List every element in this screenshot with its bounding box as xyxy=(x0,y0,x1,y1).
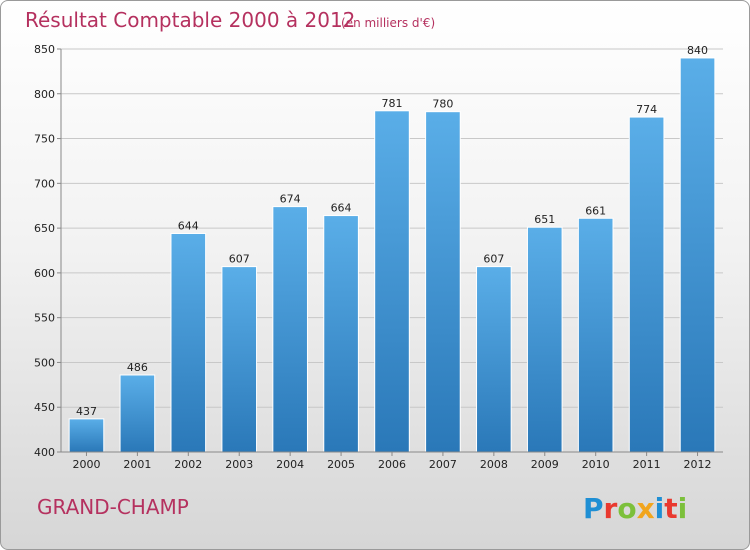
bar xyxy=(323,215,359,453)
bar-value-label: 774 xyxy=(636,103,657,116)
commune-name: GRAND-CHAMP xyxy=(37,495,189,519)
logo-letter: x xyxy=(637,492,655,525)
bar-value-label: 651 xyxy=(534,213,555,226)
x-tick-label: 2009 xyxy=(531,458,559,471)
bar-value-label: 607 xyxy=(229,253,250,266)
bar-value-label: 674 xyxy=(280,193,301,206)
bar-value-label: 781 xyxy=(382,97,403,110)
bar xyxy=(119,374,156,453)
y-axis-ticks: 400 450 500 550 600 650 700 750 800 850 xyxy=(34,43,61,459)
y-tick-label: 700 xyxy=(34,177,55,190)
y-tick-label: 450 xyxy=(34,401,55,414)
x-tick-label: 2004 xyxy=(276,458,304,471)
x-tick-label: 2012 xyxy=(684,458,712,471)
bar-value-label: 644 xyxy=(178,219,199,232)
bar xyxy=(68,418,105,453)
bar-value-label: 607 xyxy=(483,253,504,266)
x-tick-label: 2005 xyxy=(327,458,355,471)
y-tick-label: 500 xyxy=(34,356,55,369)
x-tick-label: 2006 xyxy=(378,458,406,471)
bar-value-label: 664 xyxy=(331,202,352,215)
chart-title: Résultat Comptable 2000 à 2012 xyxy=(25,8,355,32)
logo-letter: P xyxy=(583,492,604,525)
bar xyxy=(425,111,461,453)
bar-value-label: 486 xyxy=(127,361,148,374)
logo-letter: o xyxy=(617,492,636,525)
logo-letter: r xyxy=(604,492,618,525)
bar-value-label: 780 xyxy=(432,98,453,111)
y-tick-label: 550 xyxy=(34,312,55,325)
bar xyxy=(170,232,207,453)
proxiti-logo: Proxiti xyxy=(583,492,687,525)
value-labels: 437 486 644 607 674 664 781 780 607 651 661 774 840 xyxy=(76,44,708,418)
chart-subtitle: (en milliers d'€) xyxy=(341,16,435,30)
x-tick-label: 2001 xyxy=(123,458,151,471)
bar-value-label: 661 xyxy=(585,204,606,217)
bar-value-label: 840 xyxy=(687,44,708,57)
logo-letter: t xyxy=(664,492,677,525)
y-tick-label: 400 xyxy=(34,446,55,459)
y-tick-label: 850 xyxy=(34,43,55,56)
x-tick-label: 2011 xyxy=(633,458,661,471)
y-tick-label: 600 xyxy=(34,267,55,280)
bar xyxy=(628,116,665,453)
bar xyxy=(526,226,563,453)
x-tick-label: 2010 xyxy=(582,458,610,471)
bar xyxy=(476,266,512,453)
bar xyxy=(679,57,716,453)
bars xyxy=(68,57,716,453)
x-tick-label: 2000 xyxy=(72,458,100,471)
logo-text: Proxiti xyxy=(583,492,687,525)
x-tick-label: 2008 xyxy=(480,458,508,471)
x-tick-label: 2007 xyxy=(429,458,457,471)
bar xyxy=(221,266,258,453)
bar xyxy=(374,110,410,453)
x-tick-label: 2003 xyxy=(225,458,253,471)
y-tick-label: 800 xyxy=(34,88,55,101)
bar xyxy=(272,206,308,453)
x-tick-label: 2002 xyxy=(174,458,202,471)
bar-value-label: 437 xyxy=(76,405,97,418)
logo-letter: i xyxy=(655,492,665,525)
bar xyxy=(577,217,614,453)
y-tick-label: 750 xyxy=(34,133,55,146)
logo-letter: i xyxy=(678,492,688,525)
x-axis-ticks: 2000 2001 2002 2003 2004 2005 2006 2007 2008 2009… xyxy=(72,452,712,471)
y-tick-label: 650 xyxy=(34,222,55,235)
